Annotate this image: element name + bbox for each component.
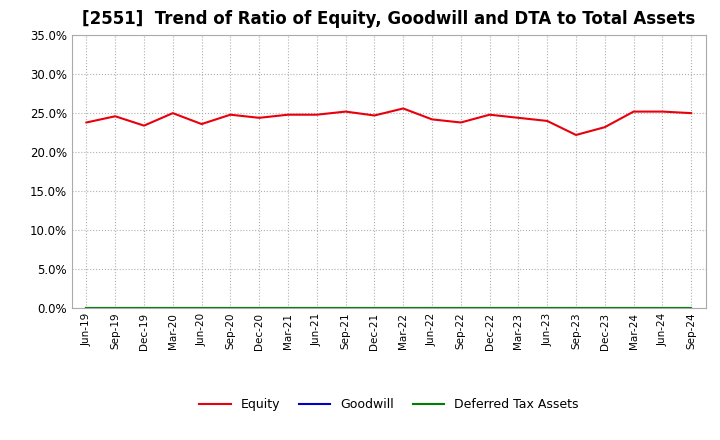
Goodwill: [629, 305, 638, 311]
Deferred Tax Assets: [370, 305, 379, 311]
Deferred Tax Assets: [226, 305, 235, 311]
Equity: [658, 109, 667, 114]
Equity: [629, 109, 638, 114]
Goodwill: [399, 305, 408, 311]
Line: Equity: Equity: [86, 109, 691, 135]
Goodwill: [341, 305, 350, 311]
Equity: [284, 112, 292, 117]
Deferred Tax Assets: [658, 305, 667, 311]
Equity: [312, 112, 321, 117]
Goodwill: [111, 305, 120, 311]
Goodwill: [485, 305, 494, 311]
Equity: [485, 112, 494, 117]
Goodwill: [140, 305, 148, 311]
Goodwill: [255, 305, 264, 311]
Goodwill: [658, 305, 667, 311]
Deferred Tax Assets: [629, 305, 638, 311]
Title: [2551]  Trend of Ratio of Equity, Goodwill and DTA to Total Assets: [2551] Trend of Ratio of Equity, Goodwil…: [82, 10, 696, 28]
Equity: [168, 110, 177, 116]
Deferred Tax Assets: [600, 305, 609, 311]
Deferred Tax Assets: [456, 305, 465, 311]
Equity: [140, 123, 148, 128]
Deferred Tax Assets: [140, 305, 148, 311]
Goodwill: [514, 305, 523, 311]
Deferred Tax Assets: [399, 305, 408, 311]
Deferred Tax Assets: [485, 305, 494, 311]
Goodwill: [572, 305, 580, 311]
Deferred Tax Assets: [687, 305, 696, 311]
Deferred Tax Assets: [543, 305, 552, 311]
Deferred Tax Assets: [284, 305, 292, 311]
Deferred Tax Assets: [82, 305, 91, 311]
Equity: [341, 109, 350, 114]
Equity: [111, 114, 120, 119]
Goodwill: [312, 305, 321, 311]
Goodwill: [456, 305, 465, 311]
Goodwill: [226, 305, 235, 311]
Deferred Tax Assets: [572, 305, 580, 311]
Deferred Tax Assets: [428, 305, 436, 311]
Equity: [82, 120, 91, 125]
Goodwill: [284, 305, 292, 311]
Equity: [255, 115, 264, 121]
Deferred Tax Assets: [255, 305, 264, 311]
Deferred Tax Assets: [514, 305, 523, 311]
Deferred Tax Assets: [341, 305, 350, 311]
Equity: [226, 112, 235, 117]
Goodwill: [168, 305, 177, 311]
Equity: [687, 110, 696, 116]
Equity: [600, 125, 609, 130]
Deferred Tax Assets: [168, 305, 177, 311]
Equity: [197, 121, 206, 127]
Equity: [399, 106, 408, 111]
Deferred Tax Assets: [197, 305, 206, 311]
Goodwill: [82, 305, 91, 311]
Equity: [514, 115, 523, 121]
Deferred Tax Assets: [312, 305, 321, 311]
Goodwill: [428, 305, 436, 311]
Deferred Tax Assets: [111, 305, 120, 311]
Equity: [428, 117, 436, 122]
Goodwill: [687, 305, 696, 311]
Goodwill: [197, 305, 206, 311]
Equity: [543, 118, 552, 124]
Goodwill: [543, 305, 552, 311]
Goodwill: [600, 305, 609, 311]
Legend: Equity, Goodwill, Deferred Tax Assets: Equity, Goodwill, Deferred Tax Assets: [194, 393, 583, 416]
Equity: [370, 113, 379, 118]
Goodwill: [370, 305, 379, 311]
Equity: [456, 120, 465, 125]
Equity: [572, 132, 580, 138]
